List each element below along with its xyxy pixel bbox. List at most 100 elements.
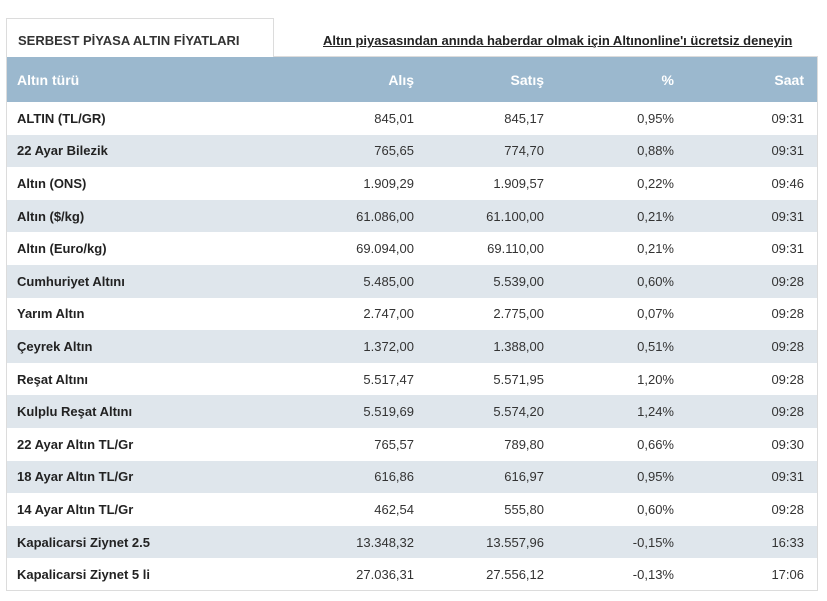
cell-sell: 555,80 — [504, 501, 544, 517]
cell-buy: 13.348,32 — [356, 534, 414, 550]
table-row: Altın (ONS) 1.909,29 1.909,57 0,22% 09:46 — [7, 167, 817, 200]
cell-time: 09:46 — [771, 175, 804, 191]
cell-buy: 5.519,69 — [363, 404, 414, 420]
header-time: Saat — [774, 71, 804, 88]
cell-sell: 845,17 — [504, 110, 544, 126]
cell-sell: 2.775,00 — [493, 306, 544, 322]
table-row: Yarım Altın 2.747,00 2.775,00 0,07% 09:28 — [7, 297, 817, 331]
cell-percent: 0,60% — [637, 501, 674, 517]
cell-gold-type: ALTIN (TL/GR) — [17, 110, 106, 126]
cell-gold-type: Altın (ONS) — [17, 175, 87, 191]
cell-buy: 765,65 — [374, 143, 414, 159]
header-buy: Alış — [388, 71, 414, 88]
cell-gold-type: 18 Ayar Altın TL/Gr — [17, 469, 134, 485]
table-row: 22 Ayar Altın TL/Gr 765,57 789,80 0,66% 09:3… — [7, 427, 817, 461]
cell-gold-type: Çeyrek Altın — [17, 338, 93, 354]
cell-sell: 5.571,95 — [493, 371, 544, 387]
cell-percent: 0,51% — [637, 338, 674, 354]
cell-percent: 0,07% — [637, 306, 674, 322]
cell-gold-type: Kapalicarsi Ziynet 5 li — [17, 567, 150, 583]
table-header-row: Altın türü Alış Satış % Saat — [7, 57, 817, 102]
cell-sell: 789,80 — [504, 436, 544, 452]
cell-gold-type: Altın (Euro/kg) — [17, 241, 107, 257]
header-percent: % — [661, 71, 674, 88]
cell-sell: 5.574,20 — [493, 404, 544, 420]
cell-percent: -0,15% — [632, 534, 674, 550]
cell-percent: 0,95% — [637, 110, 674, 126]
cell-percent: 0,60% — [637, 273, 674, 289]
tab-label: SERBEST PİYASA ALTIN FİYATLARI — [18, 33, 240, 48]
cell-percent: 0,22% — [637, 175, 674, 191]
cell-gold-type: Yarım Altın — [17, 306, 85, 322]
cell-buy: 61.086,00 — [356, 208, 414, 224]
cell-time: 09:28 — [771, 501, 804, 517]
cell-sell: 1.388,00 — [493, 338, 544, 354]
cell-time: 17:06 — [771, 567, 804, 583]
gold-price-table: Altın türü Alış Satış % Saat ALTIN (TL/G… — [7, 57, 817, 590]
cell-sell: 61.100,00 — [486, 208, 544, 224]
cell-buy: 69.094,00 — [356, 241, 414, 257]
cell-time: 09:28 — [771, 306, 804, 322]
cell-gold-type: Reşat Altını — [17, 371, 89, 387]
cell-sell: 69.110,00 — [487, 241, 544, 257]
cell-buy: 5.517,47 — [363, 371, 414, 387]
table-row: Reşat Altını 5.517,47 5.571,95 1,20% 09:28 — [7, 362, 817, 396]
cell-percent: 1,20% — [637, 371, 674, 387]
cell-time: 09:28 — [771, 273, 804, 289]
cell-gold-type: 22 Ayar Bilezik — [17, 143, 108, 159]
promo-link[interactable]: Altın piyasasından anında haberdar olmak… — [323, 33, 793, 48]
table-row: 22 Ayar Bilezik 765,65 774,70 0,88% 09:31 — [7, 134, 817, 168]
cell-percent: 0,21% — [637, 208, 674, 224]
cell-sell: 616,97 — [504, 469, 544, 485]
cell-buy: 462,54 — [374, 501, 414, 517]
table-row: Kulplu Reşat Altını 5.519,69 5.574,20 1,24%… — [7, 395, 817, 428]
cell-time: 09:31 — [771, 110, 804, 126]
cell-percent: 0,21% — [637, 241, 674, 257]
cell-gold-type: 14 Ayar Altın TL/Gr — [17, 501, 134, 517]
cell-time: 09:28 — [771, 371, 804, 387]
cell-buy: 5.485,00 — [363, 273, 414, 289]
cell-percent: 0,88% — [637, 143, 674, 159]
cell-buy: 616,86 — [374, 469, 414, 485]
cell-sell: 27.556,12 — [486, 567, 544, 583]
cell-buy: 845,01 — [374, 110, 414, 126]
cell-percent: -0,13% — [632, 567, 674, 583]
cell-percent: 0,66% — [637, 436, 674, 452]
cell-time: 09:28 — [771, 404, 804, 420]
cell-time: 09:30 — [771, 436, 804, 452]
header-sell: Satış — [510, 71, 544, 88]
table-row: 18 Ayar Altın TL/Gr 616,86 616,97 0,95% 09:3… — [7, 460, 817, 494]
table-row: Kapalicarsi Ziynet 2.5 13.348,32 13.557,96… — [7, 525, 817, 559]
tab-serbest-piyasa[interactable]: SERBEST PİYASA ALTIN FİYATLARI — [6, 18, 274, 57]
cell-percent: 1,24% — [637, 404, 674, 420]
cell-sell: 5.539,00 — [493, 273, 544, 289]
cell-time: 16:33 — [771, 534, 804, 550]
cell-buy: 765,57 — [374, 436, 414, 452]
gold-price-table-container: Altın türü Alış Satış % Saat ALTIN (TL/G… — [6, 56, 818, 591]
table-row: Altın ($/kg) 61.086,00 61.100,00 0,21% 09:31 — [7, 199, 817, 233]
table-row: Çeyrek Altın 1.372,00 1.388,00 0,51% 09:28 — [7, 330, 817, 363]
table-row: Cumhuriyet Altını 5.485,00 5.539,00 0,60% 09… — [7, 264, 817, 298]
cell-buy: 2.747,00 — [363, 306, 414, 322]
cell-gold-type: 22 Ayar Altın TL/Gr — [17, 436, 134, 452]
cell-time: 09:31 — [771, 469, 804, 485]
cell-sell: 13.557,96 — [486, 534, 544, 550]
table-row: 14 Ayar Altın TL/Gr 462,54 555,80 0,60% 09:2… — [7, 493, 817, 526]
cell-sell: 774,70 — [504, 143, 544, 159]
cell-sell: 1.909,57 — [493, 175, 544, 191]
cell-gold-type: Kulplu Reşat Altını — [17, 404, 133, 420]
cell-time: 09:31 — [771, 208, 804, 224]
cell-buy: 1.372,00 — [363, 338, 414, 354]
cell-gold-type: Altın ($/kg) — [17, 208, 85, 224]
cell-gold-type: Kapalicarsi Ziynet 2.5 — [17, 534, 150, 550]
cell-buy: 1.909,29 — [363, 175, 414, 191]
cell-gold-type: Cumhuriyet Altını — [17, 273, 125, 289]
cell-buy: 27.036,31 — [356, 567, 414, 583]
cell-time: 09:31 — [771, 241, 804, 257]
table-row: ALTIN (TL/GR) 845,01 845,17 0,95% 09:31 — [7, 102, 817, 135]
table-row: Kapalicarsi Ziynet 5 li 27.036,31 27.556,1… — [7, 558, 817, 590]
cell-time: 09:31 — [771, 143, 804, 159]
header-gold-type: Altın türü — [17, 71, 80, 88]
table-row: Altın (Euro/kg) 69.094,00 69.110,00 0,21% 09… — [7, 232, 817, 265]
cell-time: 09:28 — [771, 338, 804, 354]
